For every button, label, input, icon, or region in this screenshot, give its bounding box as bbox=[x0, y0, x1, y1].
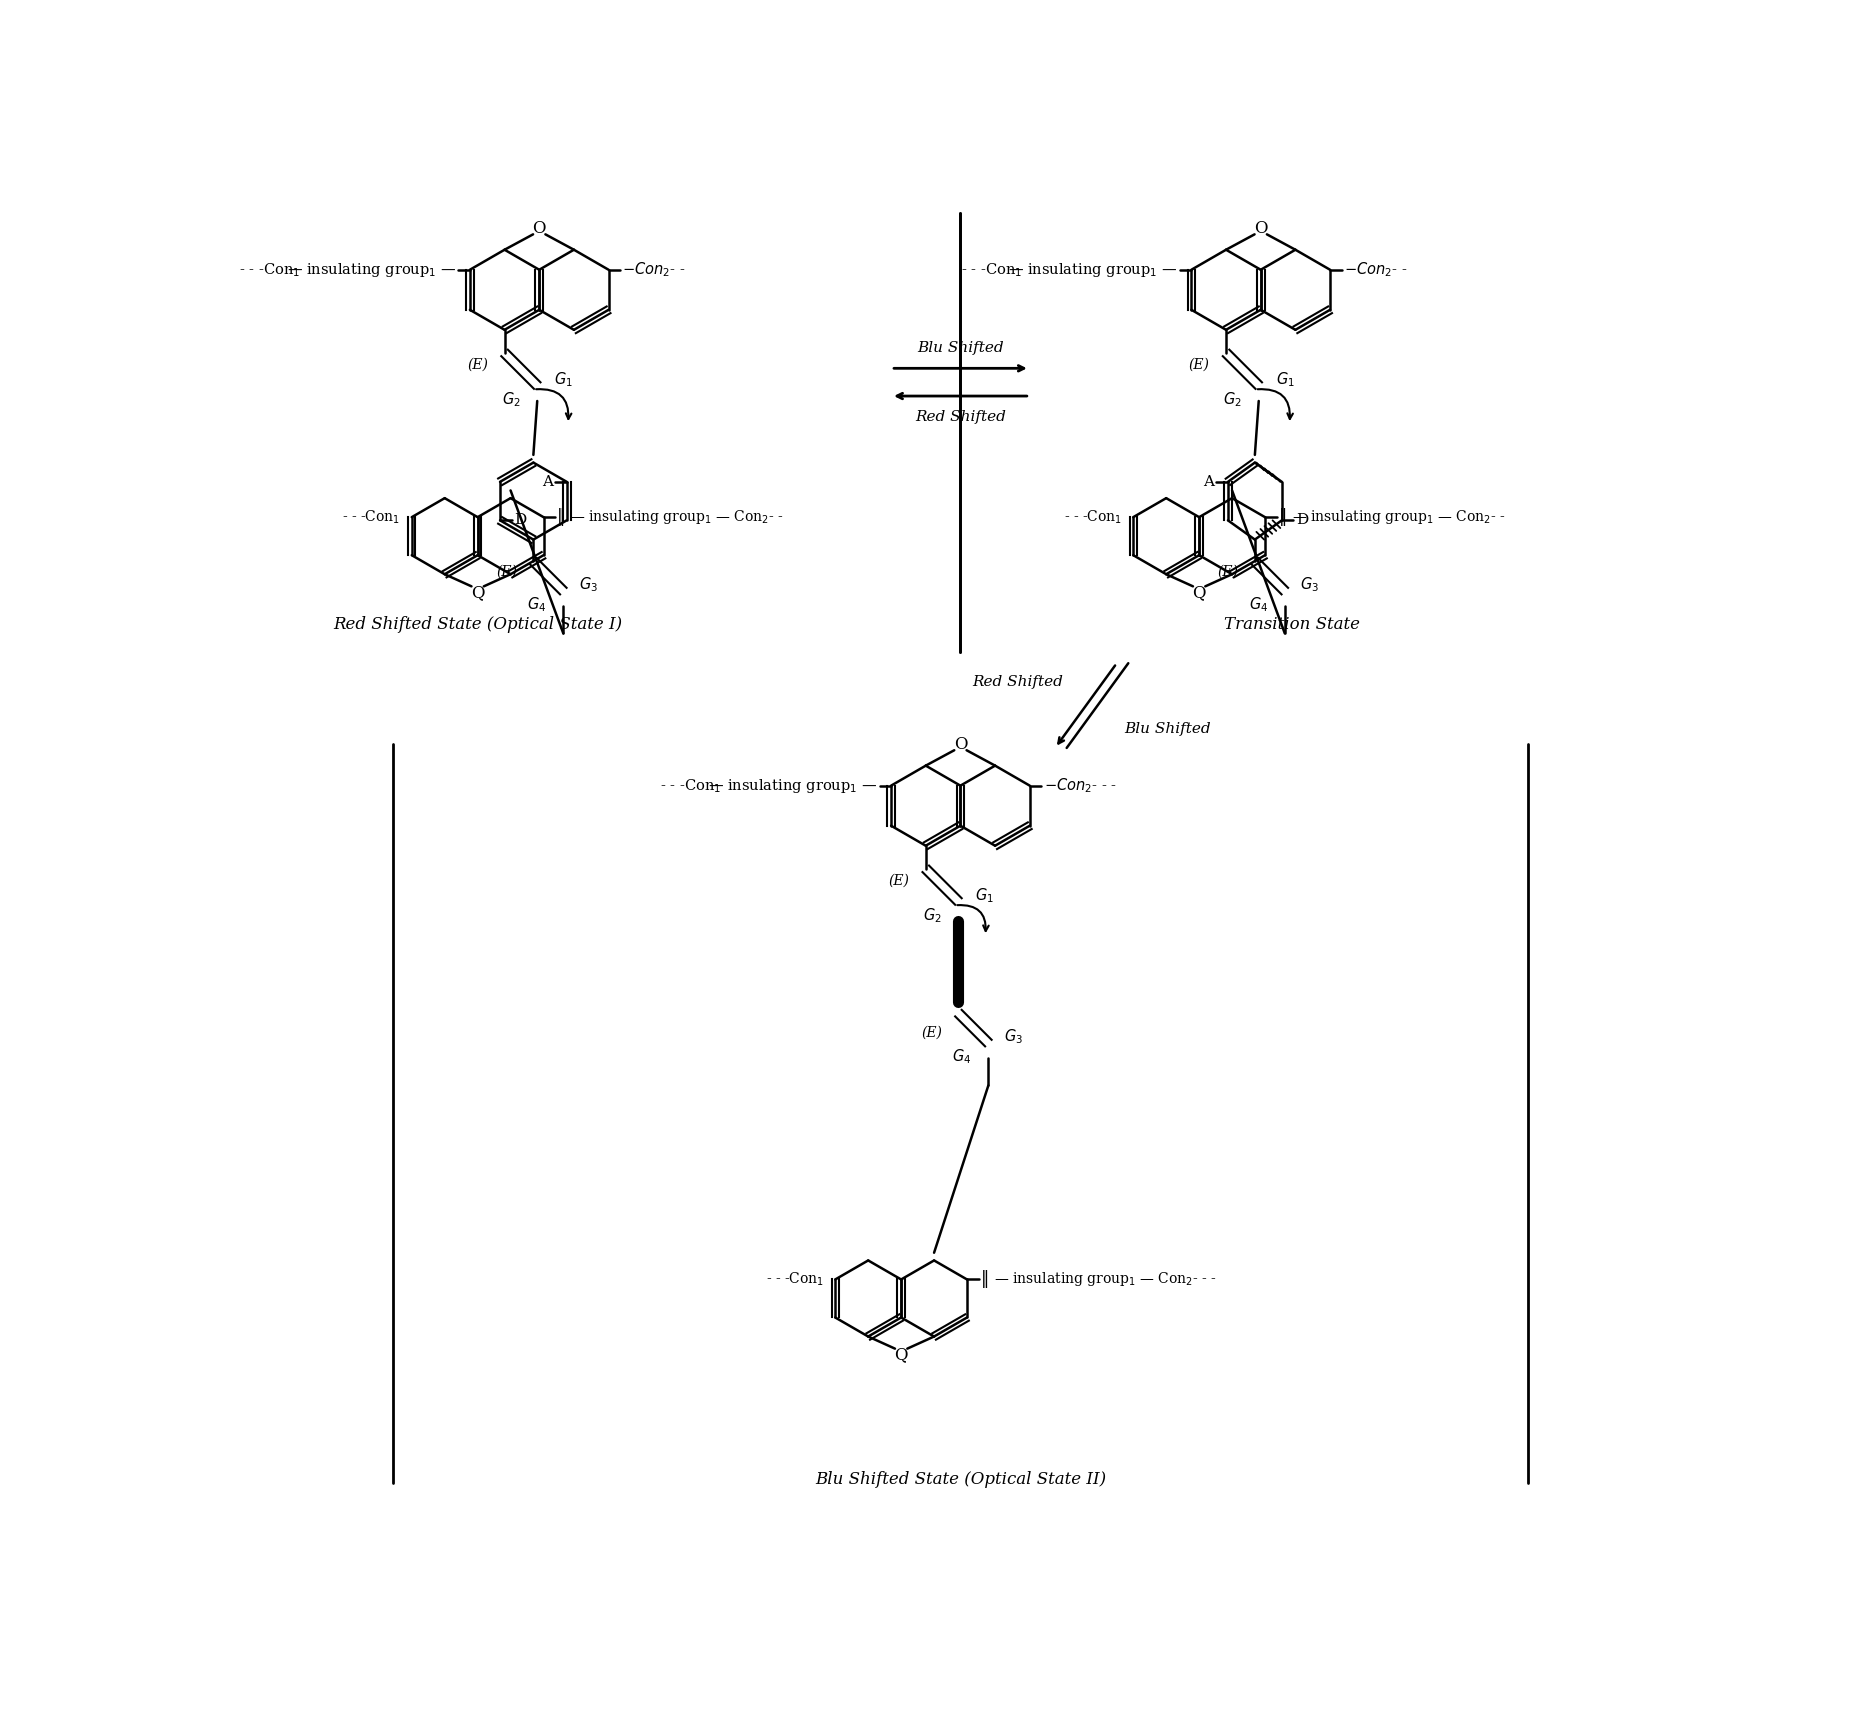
Text: Red Shifted State (Optical State I): Red Shifted State (Optical State I) bbox=[333, 617, 622, 634]
Text: Blu Shifted State (Optical State II): Blu Shifted State (Optical State II) bbox=[815, 1471, 1105, 1489]
Text: - - -Con$_1$: - - -Con$_1$ bbox=[240, 261, 300, 279]
Text: O: O bbox=[1253, 220, 1266, 236]
Text: A: A bbox=[541, 475, 553, 489]
Text: $G_3$: $G_3$ bbox=[1004, 1027, 1023, 1046]
Text: $\|$: $\|$ bbox=[980, 1268, 987, 1290]
Text: — insulating group$_1$ —: — insulating group$_1$ — bbox=[287, 261, 455, 279]
Text: $G_3$: $G_3$ bbox=[1300, 576, 1319, 595]
Text: Red Shifted: Red Shifted bbox=[972, 675, 1062, 689]
Text: (E): (E) bbox=[466, 357, 487, 371]
Text: O: O bbox=[532, 220, 545, 236]
Text: Blu Shifted: Blu Shifted bbox=[1124, 721, 1210, 735]
Text: $\|$: $\|$ bbox=[1277, 506, 1285, 528]
Text: - - -Con$_1$: - - -Con$_1$ bbox=[1064, 509, 1122, 526]
Text: $G_2$: $G_2$ bbox=[1223, 390, 1242, 408]
Text: $-Con_2$- -: $-Con_2$- - bbox=[1343, 260, 1407, 279]
Text: — insulating group$_1$ —: — insulating group$_1$ — bbox=[708, 776, 877, 795]
Text: — insulating group$_1$ —: — insulating group$_1$ — bbox=[1008, 261, 1176, 279]
Text: $G_4$: $G_4$ bbox=[526, 596, 547, 614]
Text: $-Con_2$- -: $-Con_2$- - bbox=[622, 260, 686, 279]
Text: $G_1$: $G_1$ bbox=[974, 885, 995, 904]
Text: — insulating group$_1$ — Con$_2$- -: — insulating group$_1$ — Con$_2$- - bbox=[569, 508, 783, 526]
Text: Red Shifted: Red Shifted bbox=[914, 410, 1006, 424]
Text: (E): (E) bbox=[1187, 357, 1208, 371]
Text: — insulating group$_1$ — Con$_2$- - -: — insulating group$_1$ — Con$_2$- - - bbox=[993, 1270, 1216, 1289]
Text: - - -Con$_1$: - - -Con$_1$ bbox=[343, 509, 401, 526]
Text: Q: Q bbox=[1191, 584, 1204, 602]
Text: $\|$: $\|$ bbox=[556, 506, 564, 528]
Text: Q: Q bbox=[470, 584, 483, 602]
Text: — insulating group$_1$ — Con$_2$- -: — insulating group$_1$ — Con$_2$- - bbox=[1290, 508, 1504, 526]
Text: Blu Shifted: Blu Shifted bbox=[916, 340, 1004, 354]
Text: (E): (E) bbox=[920, 1025, 942, 1039]
Text: (E): (E) bbox=[1217, 566, 1238, 579]
Text: Q: Q bbox=[893, 1347, 907, 1364]
Text: $G_4$: $G_4$ bbox=[951, 1048, 970, 1066]
Text: A: A bbox=[1202, 475, 1214, 489]
Text: - - -Con$_1$: - - -Con$_1$ bbox=[764, 1271, 824, 1289]
Text: $G_3$: $G_3$ bbox=[579, 576, 597, 595]
Text: O: O bbox=[953, 735, 966, 752]
Text: - - -Con$_1$: - - -Con$_1$ bbox=[659, 778, 721, 795]
Text: (E): (E) bbox=[888, 873, 908, 887]
Text: D: D bbox=[1294, 513, 1307, 528]
Text: D: D bbox=[513, 513, 526, 528]
Text: $-Con_2$- - -: $-Con_2$- - - bbox=[1043, 776, 1116, 795]
Text: Transition State: Transition State bbox=[1223, 617, 1358, 634]
Text: $G_2$: $G_2$ bbox=[922, 906, 940, 925]
Text: $G_1$: $G_1$ bbox=[554, 371, 573, 388]
Text: - - -Con$_1$: - - -Con$_1$ bbox=[961, 261, 1021, 279]
Text: (E): (E) bbox=[496, 566, 517, 579]
Text: $G_4$: $G_4$ bbox=[1247, 596, 1268, 614]
Text: $G_1$: $G_1$ bbox=[1276, 371, 1294, 388]
Text: $G_2$: $G_2$ bbox=[502, 390, 521, 408]
